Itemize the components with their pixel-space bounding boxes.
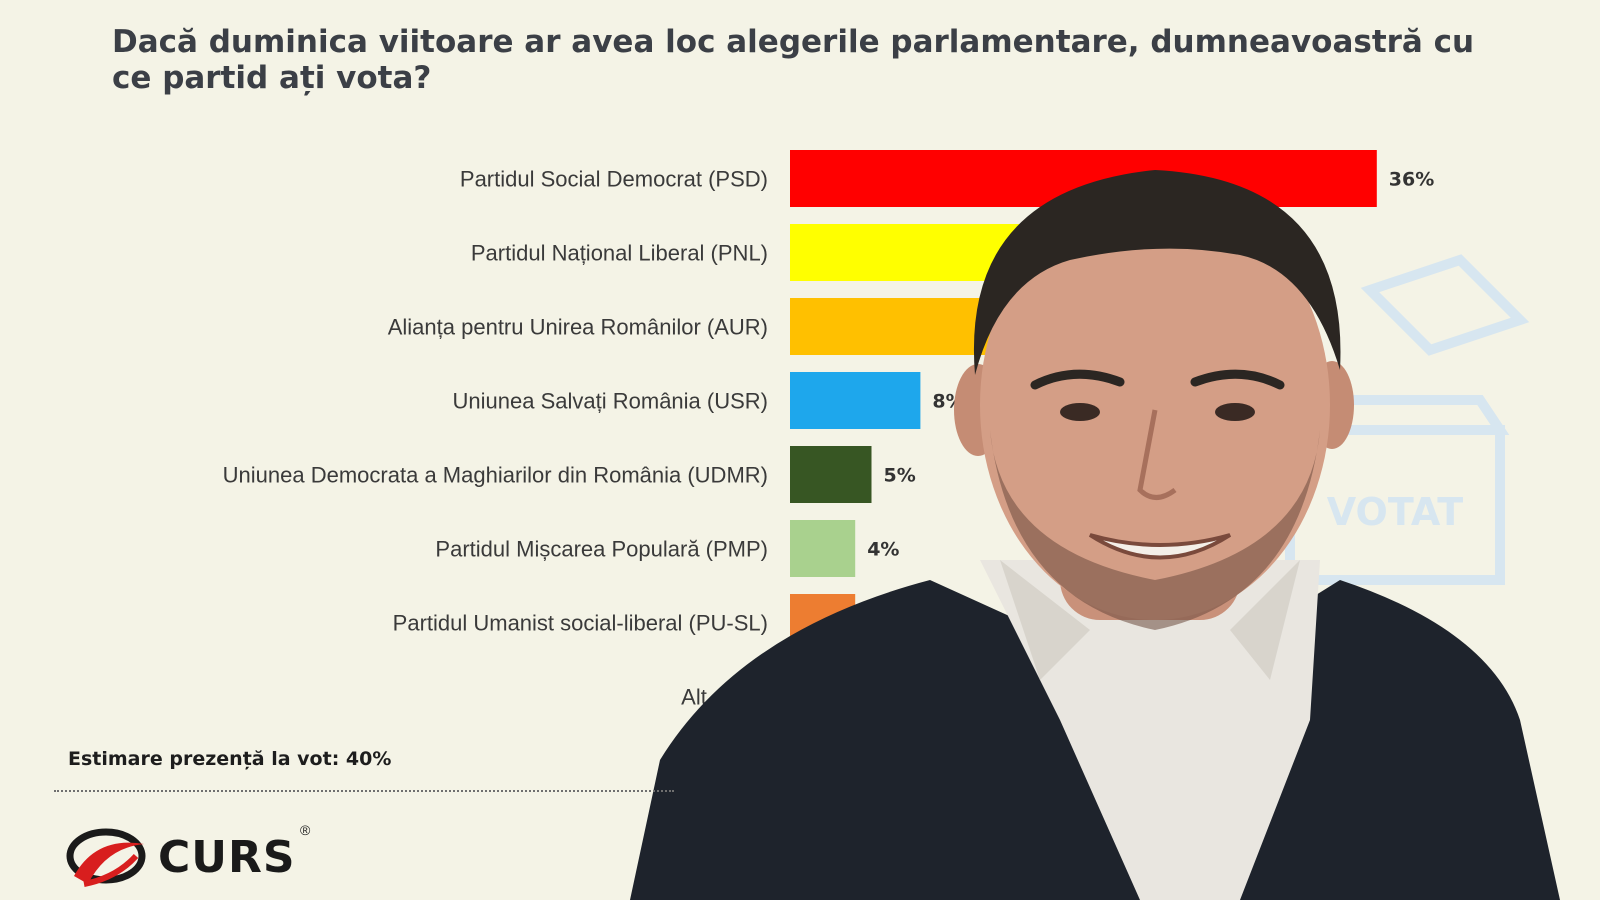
bar xyxy=(790,446,872,503)
turnout-estimate: Estimare prezență la vot: 40% xyxy=(68,748,392,770)
category-label: Partidul Social Democrat (PSD) xyxy=(460,167,768,192)
category-label: Partidul Mișcarea Populară (PMP) xyxy=(435,537,768,562)
ballot-box-watermark: VOTAT xyxy=(1280,254,1530,585)
value-label: 4% xyxy=(867,539,899,561)
ballot-box-label: VOTAT xyxy=(1327,490,1463,534)
category-label: Uniunea Salvați România (USR) xyxy=(453,389,768,414)
category-label: Alianța pentru Unirea Românilor (AUR) xyxy=(388,315,768,340)
value-label: 5% xyxy=(884,465,916,487)
bar xyxy=(790,520,856,577)
curs-logo-text: CURS xyxy=(158,832,296,883)
value-label: 36% xyxy=(1389,169,1434,191)
category-label: Partidul Umanist social-liberal (PU-SL) xyxy=(393,611,768,636)
curs-logo: CURS ® xyxy=(66,822,336,890)
category-label: Partidul Național Liberal (PNL) xyxy=(471,241,768,266)
bar xyxy=(790,372,921,429)
category-label: Uniunea Democrata a Maghiarilor din Româ… xyxy=(223,463,768,488)
curs-logo-icon xyxy=(66,828,146,887)
person-photo xyxy=(630,170,1560,900)
chart-title: Dacă duminica viitoare ar avea loc alege… xyxy=(112,24,1475,96)
registered-mark: ® xyxy=(300,822,311,838)
dotted-divider xyxy=(54,790,674,792)
